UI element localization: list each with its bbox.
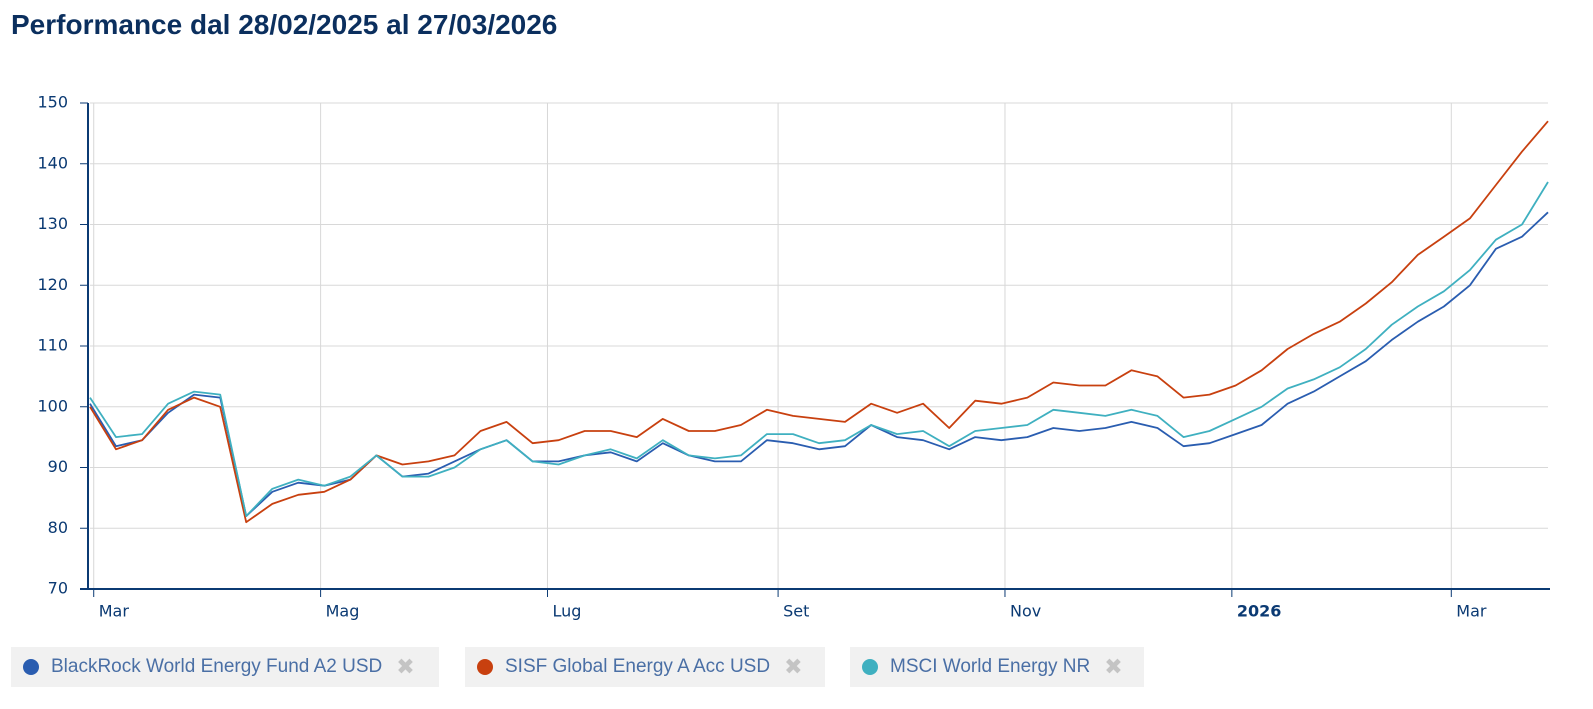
y-tick-label: 150 (37, 93, 68, 112)
remove-button[interactable]: ✖ (784, 654, 803, 679)
y-tick-label: 110 (37, 336, 68, 355)
x-tick-label: 2026 (1237, 602, 1282, 621)
chart: Performance dal 28/02/2025 al 27/03/2026… (11, 9, 1550, 621)
series-line (89, 211, 1549, 517)
y-tick-label: 80 (48, 518, 68, 537)
remove-button[interactable]: ✖ (396, 654, 415, 679)
legend-item: SISF Global Energy A Acc USD ✖ (465, 647, 825, 687)
y-tick-label: 100 (37, 396, 68, 415)
x-tick-label: Set (783, 602, 809, 621)
x-tick-label: Nov (1010, 602, 1041, 621)
legend-item: BlackRock World Energy Fund A2 USD ✖ (11, 647, 439, 687)
y-tick-label: 70 (48, 579, 68, 598)
remove-button[interactable]: ✖ (1104, 654, 1123, 679)
y-tick-label: 130 (37, 214, 68, 233)
legend-item: MSCI World Energy NR ✖ (850, 647, 1144, 687)
x-tick-label: Mag (326, 602, 360, 621)
legend-label: MSCI World Energy NR (890, 656, 1091, 677)
series-line (89, 120, 1549, 524)
y-tick-label: 140 (37, 153, 68, 172)
series-line (89, 181, 1549, 517)
legend-swatch (23, 659, 39, 675)
y-tick-label: 90 (48, 457, 68, 476)
y-tick-label: 120 (37, 275, 68, 294)
legend-swatch (477, 659, 493, 675)
x-tick-label: Lug (552, 602, 581, 621)
legend-swatch (862, 659, 878, 675)
chart-title: Performance dal 28/02/2025 al 27/03/2026 (11, 9, 557, 40)
x-tick-label: Mar (99, 602, 130, 621)
x-tick-label: Mar (1456, 602, 1487, 621)
legend-label: BlackRock World Energy Fund A2 USD (51, 656, 383, 677)
legend-label: SISF Global Energy A Acc USD (505, 656, 771, 677)
